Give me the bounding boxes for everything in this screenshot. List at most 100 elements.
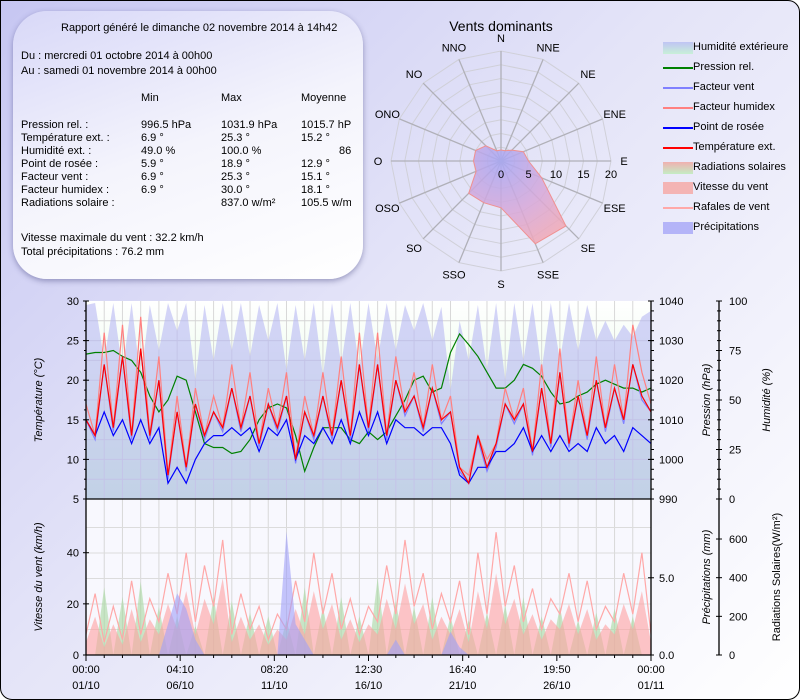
humidity-axis-tick-label: 0	[729, 494, 735, 506]
period-to: Au : samedi 01 novembre 2014 à 00h00	[21, 65, 217, 77]
wind-rose-title: Vents dominants	[449, 18, 553, 34]
humidity-axis-tick-label: 25	[729, 445, 741, 457]
pressure-axis-tick-label: 1030	[659, 336, 683, 348]
radar-scale-label: 20	[605, 169, 617, 181]
x-tick-time: 08:20	[261, 664, 289, 676]
radar-scale-label: 15	[577, 169, 589, 181]
x-tick-time: 00:00	[72, 664, 100, 676]
humidite-exterieure-area	[86, 303, 651, 499]
radiation-axis-tick-label: 200	[729, 611, 747, 623]
rafales-de-vent-line	[85, 532, 652, 643]
stats-table: Min Max Moyenne Pression rel. : 996.5 hPa…	[13, 11, 351, 279]
temperature-axis-tick-label: 30	[67, 296, 79, 308]
legend-swatch	[663, 207, 693, 209]
stat-label: Pression rel. :	[21, 119, 89, 131]
wind-axis-tick-label: 20	[67, 599, 79, 611]
pressure-axis-title: Pression (hPa)	[701, 363, 713, 436]
humidity-axis-tick-label: 50	[729, 395, 741, 407]
legend-label: Rafales de vent	[693, 201, 770, 213]
pressure-axis-tick-label: 990	[659, 494, 677, 506]
pressure-axis-tick-label: 1010	[659, 415, 683, 427]
radar-direction-label: ESE	[604, 203, 626, 215]
radar-direction-label: SSO	[442, 270, 466, 282]
stat-label: Humidité ext. :	[21, 145, 92, 157]
precipitation-axis-title: Précipitations (mm)	[701, 529, 713, 624]
humidity-axis-title: Humidité (%)	[761, 368, 773, 432]
point-de-rosee-line	[85, 410, 652, 485]
radiation-axis-title: Radiations Solaires(W/m²)	[771, 513, 783, 641]
report-generated: Rapport généré le dimanche 02 novembre 2…	[61, 22, 338, 34]
header-min: Min	[141, 92, 159, 104]
temperature-ext-line	[85, 348, 652, 485]
radar-spoke	[500, 59, 544, 162]
header-max: Max	[221, 92, 242, 104]
legend-swatch	[663, 147, 693, 149]
temperature-axis-tick-label: 20	[67, 375, 79, 387]
stat-label: Radiations solaire :	[21, 197, 115, 209]
temperature-axis-title: Température (°C)	[33, 357, 45, 442]
x-tick-date: 16/10	[355, 680, 383, 692]
radar-scale-label: 10	[550, 169, 562, 181]
precipitation-axis-tick-label: 5.0	[659, 573, 674, 585]
stat-mean: 1015.7 hPa	[301, 119, 351, 131]
legend-swatch	[663, 87, 693, 89]
stat-label: Facteur vent :	[21, 171, 89, 183]
radar-direction-label: E	[620, 156, 627, 168]
stat-mean: 12.9 °	[301, 158, 330, 170]
vitesse-du-vent-area	[86, 573, 651, 655]
stat-mean: 15.2 °	[301, 132, 330, 144]
radar-direction-label: O	[374, 156, 383, 168]
legend-swatch	[663, 67, 693, 69]
x-tick-time: 12:30	[355, 664, 383, 676]
stat-min: 6.9 °	[141, 184, 164, 196]
x-tick-date: 06/10	[166, 680, 194, 692]
legend-label: Pression rel.	[693, 61, 755, 73]
radar-spoke	[458, 59, 502, 162]
radiation-axis-tick-label: 600	[729, 534, 747, 546]
radar-direction-label: OSO	[375, 203, 400, 215]
radiation-axis-tick-label: 400	[729, 573, 747, 585]
wind-axis-title: Vitesse du vent (km/h)	[33, 522, 45, 632]
x-tick-date: 01/10	[72, 680, 100, 692]
stat-max: 30.0 °	[221, 184, 250, 196]
radar-direction-label: SO	[406, 243, 422, 255]
radar-direction-label: NO	[406, 69, 423, 81]
pressure-axis-tick-label: 1020	[659, 375, 683, 387]
stat-label: Température ext. :	[21, 132, 110, 144]
legend-label: Précipitations	[693, 221, 760, 233]
max-wind: Vitesse maximale du vent : 32.2 km/h	[21, 232, 204, 244]
wind-axis-tick-label: 0	[73, 650, 79, 662]
legend-swatch	[663, 42, 693, 54]
radar-scale-label: 0	[498, 169, 504, 181]
radar-direction-label: S	[497, 279, 504, 291]
radar-direction-label: SSE	[537, 270, 559, 282]
radar-direction-label: NNO	[442, 42, 467, 54]
legend-swatch	[663, 127, 693, 129]
stat-max: 100.0 %	[221, 145, 262, 157]
humidity-axis-tick-label: 75	[729, 346, 741, 358]
x-tick-time: 19:50	[543, 664, 571, 676]
temperature-axis-tick-label: 10	[67, 454, 79, 466]
legend-label: Vitesse du vent	[693, 181, 769, 193]
legend-label: Radiations solaires	[693, 161, 786, 173]
legend-swatch	[663, 107, 693, 109]
stat-mean: 86	[339, 145, 351, 157]
summary-panel: Rapport généré le dimanche 02 novembre 2…	[13, 11, 363, 279]
radar-direction-label: ENE	[603, 109, 626, 121]
radar-direction-label: N	[497, 33, 505, 45]
stat-mean: 105.5 w/m²	[301, 197, 351, 209]
stat-max: 837.0 w/m²	[221, 197, 276, 209]
x-tick-date: 21/10	[449, 680, 477, 692]
precipitation-axis-tick-label: 0.0	[659, 650, 674, 662]
legend-swatch	[663, 222, 693, 234]
stat-min: 5.9 °	[141, 158, 164, 170]
x-tick-time: 16:40	[449, 664, 477, 676]
stat-min: 49.0 %	[141, 145, 176, 157]
legend-label: Humidité extérieure	[693, 41, 789, 53]
legend-label: Facteur vent	[693, 81, 755, 93]
stat-min: 6.9 °	[141, 171, 164, 183]
wind-direction-area	[468, 145, 567, 245]
header-mean: Moyenne	[301, 92, 347, 104]
radar-direction-label: ONO	[375, 109, 401, 121]
